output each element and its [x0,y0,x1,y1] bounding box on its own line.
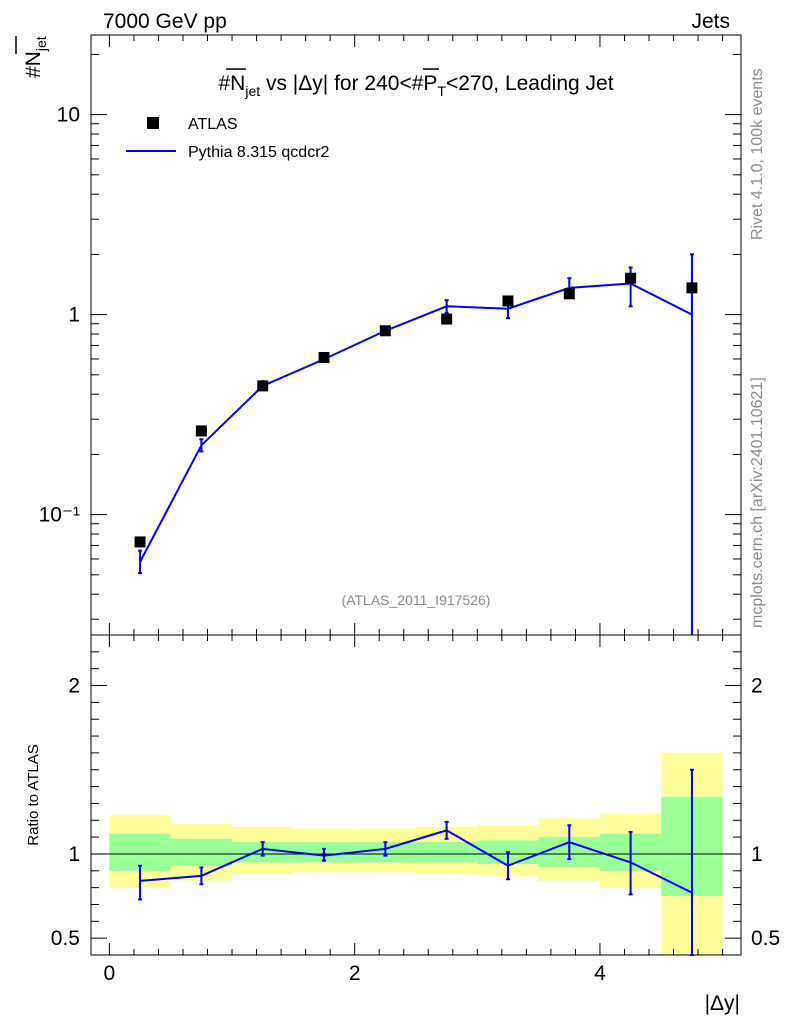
atlas-data-point [563,288,575,300]
x-tick-label: 2 [349,962,361,985]
tick-labels: 0 2 4 10⁻¹ 1 10 0.5 0.5 1 1 2 2 [39,104,781,985]
legend-pythia-label: Pythia 8.315 qcdcr2 [188,144,330,161]
main-ylabel: #Njet [22,36,49,78]
pythia-line [139,282,693,563]
ratio-panel-frame [90,634,742,956]
atlas-data-point [134,536,146,548]
mcplots-label: mcplots.cern.ch [arXiv:2401.10621] [749,377,766,628]
ratio-bands [91,752,741,955]
main-y-tick-label: 10⁻¹ [39,504,80,527]
x-tick-label: 0 [104,962,116,985]
rivet-label: Rivet 4.1.0, 100k events [749,68,766,240]
main-y-tick-label: 10 [57,104,80,127]
analysis-label: (ATLAS_2011_I917526) [342,592,491,608]
ratio-y-tick-label-left: 2 [68,675,80,698]
ratio-y-tick-label-left: 0.5 [51,927,80,950]
ratio-band-green [416,842,478,863]
atlas-data-point [195,425,207,437]
ratio-series [138,768,694,956]
legend: ATLAS Pythia 8.315 qcdcr2 [126,116,330,161]
chart-title: #Njet vs |Δy| for 240<#PT<270, Leading J… [218,72,613,99]
ratio-y-tick-label-right: 2 [751,675,763,698]
atlas-data-point [502,295,514,307]
ratio-y-tick-label-right: 0.5 [751,927,780,950]
axes-frames [90,34,742,956]
atlas-data-point [625,272,637,284]
main-y-tick-label: 1 [68,304,80,327]
main-series [134,253,698,635]
ratio-band-green [109,833,171,871]
category-label: Jets [691,10,730,33]
legend-atlas-marker [147,117,159,129]
atlas-data-point [686,282,698,294]
ratio-line [139,829,693,894]
x-tick-label: 4 [594,962,606,985]
atlas-data-point [318,352,330,364]
ratio-band-green [170,838,233,866]
atlas-data-point [441,313,453,325]
ratio-y-tick-label-left: 1 [68,843,80,866]
axis-ticks [91,35,741,955]
atlas-data-point [379,325,391,337]
legend-atlas-label: ATLAS [188,116,238,133]
atlas-data-point [257,380,269,392]
ratio-ylabel: Ratio to ATLAS [25,744,42,845]
energy-label: 7000 GeV pp [103,10,227,33]
x-axis-label: |Δy| [705,992,740,1015]
ratio-y-tick-label-right: 1 [751,843,763,866]
